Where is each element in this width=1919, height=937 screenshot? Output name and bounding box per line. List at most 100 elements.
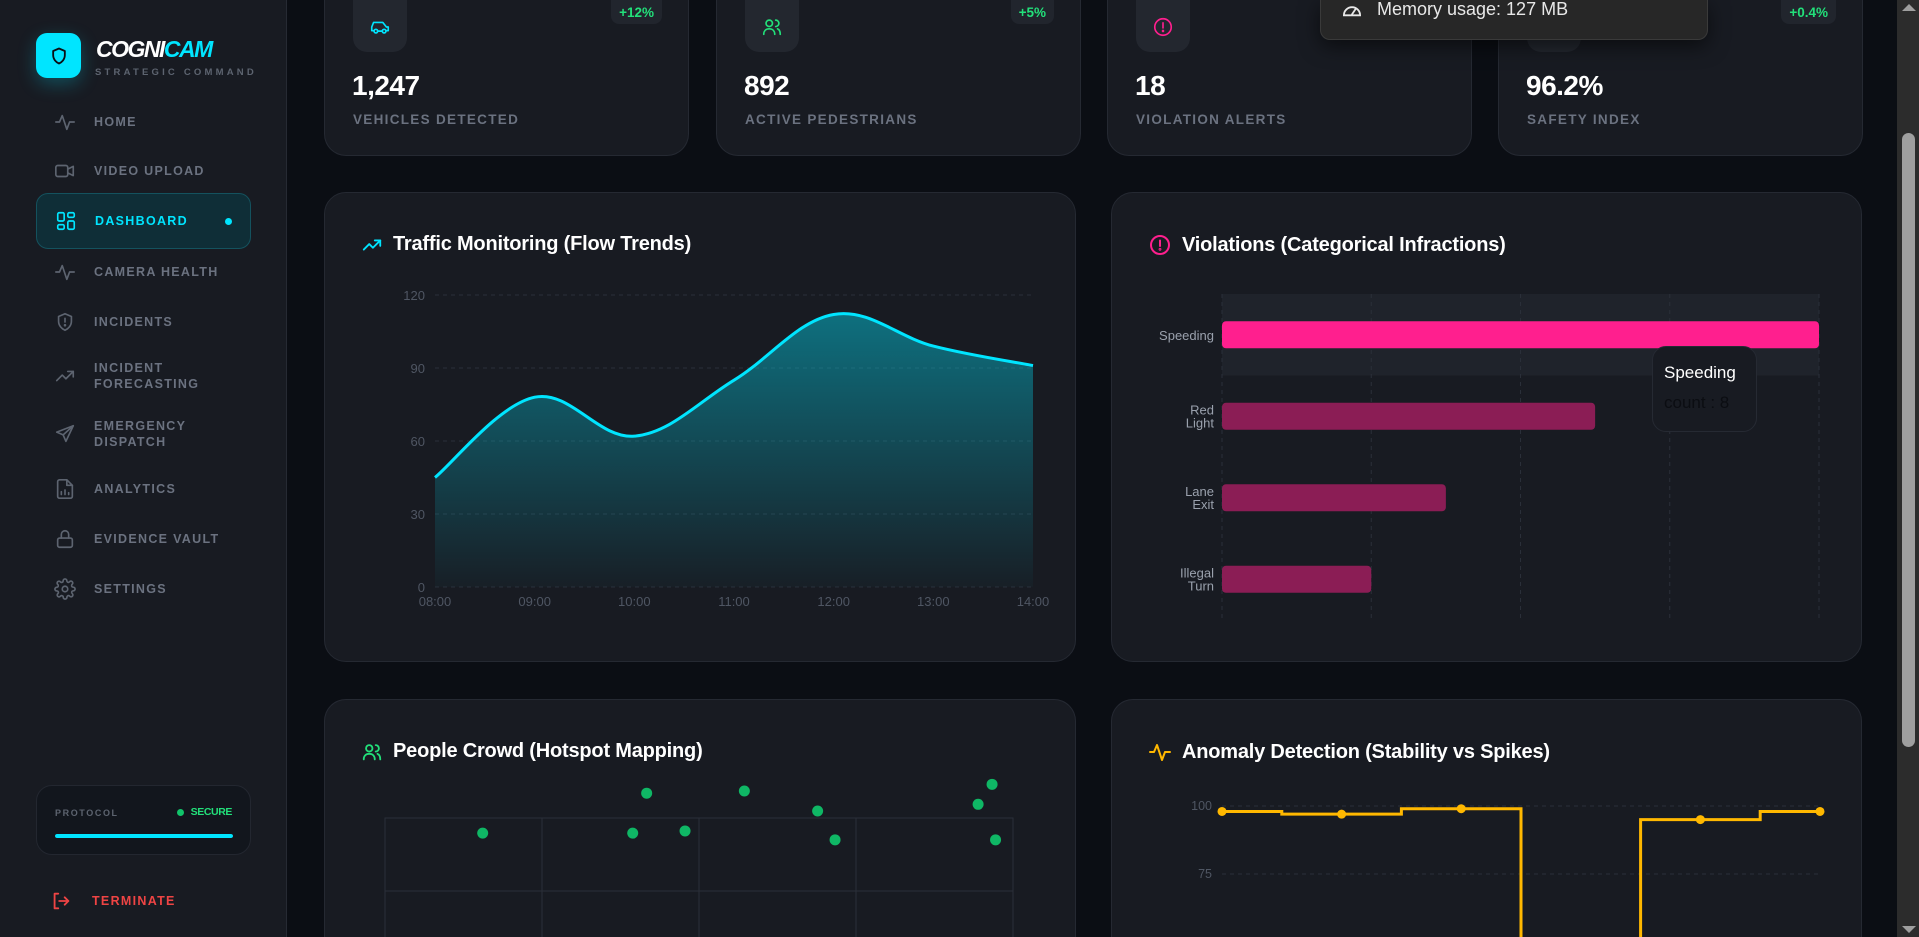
anomaly-step-line — [1222, 807, 1820, 937]
brand-subtitle: STRATEGIC COMMAND — [95, 67, 257, 78]
sidebar-item-emergency-dispatch[interactable]: EMERGENCY DISPATCH — [36, 406, 251, 462]
alert-circle-icon — [1150, 235, 1170, 255]
sidebar-item-label: EVIDENCE VAULT — [94, 532, 220, 546]
sidebar-item-camera-health[interactable]: CAMERA HEALTH — [36, 244, 251, 300]
sidebar-item-settings[interactable]: SETTINGS — [36, 561, 251, 617]
category-label: Illegal Turn — [1180, 565, 1214, 593]
x-tick-label: 13:00 — [917, 594, 950, 609]
sidebar-item-home[interactable]: HOME — [36, 94, 251, 150]
memory-usage-text: Memory usage: 127 MB — [1377, 0, 1569, 19]
violation-bar[interactable] — [1222, 321, 1819, 349]
y-tick-label: 0 — [418, 580, 425, 595]
logo — [36, 33, 81, 78]
protocol-status-card: PROTOCOL SECURE — [36, 785, 251, 855]
memory-usage-tooltip: Memory usage: 127 MB — [1320, 0, 1708, 40]
stat-change-badge: +0.4% — [1781, 0, 1836, 24]
protocol-status: SECURE — [176, 806, 233, 818]
brand-name-part2: CAM — [163, 36, 213, 62]
stat-value: 18 — [1135, 70, 1166, 101]
protocol-label: PROTOCOL — [55, 808, 119, 818]
sidebar-item-label: EMERGENCY DISPATCH — [94, 419, 187, 449]
stat-value: 96.2% — [1526, 70, 1603, 101]
stat-icon-box — [745, 0, 799, 52]
users-icon — [762, 19, 782, 36]
crowd-hotspot-point[interactable] — [641, 787, 653, 799]
sidebar-item-label: INCIDENTS — [94, 315, 174, 329]
crowd-hotspot-point[interactable] — [972, 798, 984, 810]
activity-icon — [54, 111, 76, 133]
crowd-hotspot-point[interactable] — [738, 785, 750, 797]
stat-value: 1,247 — [352, 70, 420, 101]
crowd-hotspot-point[interactable] — [812, 805, 824, 817]
file-chart-icon — [54, 478, 76, 500]
violation-bar[interactable] — [1222, 565, 1372, 593]
page-scrollbar[interactable] — [1897, 0, 1919, 937]
stat-icon-box — [1136, 0, 1190, 52]
stat-card-active-pedestrians: +5% 892 ACTIVE PEDESTRIANS — [716, 0, 1081, 156]
crowd-hotspot-point[interactable] — [990, 834, 1002, 846]
activity-icon — [54, 261, 76, 283]
gear-icon — [54, 578, 76, 600]
scroll-down-arrow-icon[interactable] — [1902, 926, 1916, 933]
y-tick-label: 60 — [411, 434, 425, 449]
traffic-area-chart[interactable]: 0 30 60 90 120 08:00 09:00 10:00 11:00 12:00 13:00… — [325, 193, 1075, 661]
crowd-hotspot-point[interactable] — [679, 825, 691, 837]
stat-label: ACTIVE PEDESTRIANS — [745, 112, 918, 127]
scroll-up-arrow-icon[interactable] — [1902, 4, 1916, 11]
sidebar-item-label: VIDEO UPLOAD — [94, 164, 205, 178]
y-tick-label: 75 — [1198, 867, 1212, 881]
anomaly-data-point[interactable] — [1456, 804, 1466, 814]
video-icon — [54, 160, 76, 182]
terminate-button[interactable]: TERMINATE — [50, 890, 176, 912]
stat-change-badge: +5% — [1010, 0, 1054, 24]
sidebar-item-label: INCIDENT FORECASTING — [94, 361, 200, 391]
active-indicator-dot — [225, 217, 232, 225]
anomaly-data-point[interactable] — [1217, 806, 1227, 816]
y-tick-label: 100 — [1191, 799, 1212, 813]
dashboard-icon — [56, 211, 76, 231]
category-label: Lane Exit — [1185, 484, 1214, 512]
anomaly-detection-panel: Anomaly Detection (Stability vs Spikes) … — [1111, 699, 1862, 937]
activity-icon — [55, 114, 75, 131]
category-label: Speeding — [1159, 328, 1214, 343]
trending-up-icon — [54, 365, 76, 387]
crowd-hotspot-point[interactable] — [627, 827, 639, 839]
anomaly-data-point[interactable] — [1815, 806, 1825, 816]
violations-bar-chart[interactable]: Speeding Red Light Lane Exit Illegal Turn — [1112, 193, 1861, 661]
x-tick-label: 09:00 — [518, 594, 551, 609]
violation-bar[interactable] — [1222, 402, 1596, 430]
violation-bar[interactable] — [1222, 484, 1446, 512]
stat-card-vehicles-detected: +12% 1,247 VEHICLES DETECTED — [324, 0, 689, 156]
dashboard-icon — [55, 210, 77, 232]
sidebar-item-incidents[interactable]: INCIDENTS — [36, 294, 251, 350]
protocol-progress-fill — [55, 834, 233, 838]
sidebar-item-dashboard[interactable]: DASHBOARD — [36, 193, 251, 249]
anomaly-data-point[interactable] — [1695, 815, 1705, 825]
activity-icon — [1149, 744, 1171, 761]
x-tick-label: 11:00 — [718, 594, 750, 609]
anomaly-data-point[interactable] — [1337, 809, 1347, 819]
violations-panel-title: Violations (Categorical Infractions) — [1148, 233, 1506, 257]
crowd-scatter-chart[interactable] — [325, 700, 1075, 937]
anomaly-step-chart[interactable]: 75 100 — [1112, 700, 1861, 937]
alert-circle-icon — [1153, 17, 1173, 37]
sidebar-item-video-upload[interactable]: VIDEO UPLOAD — [36, 143, 251, 199]
bar-tooltip-value: count : 8 — [1664, 393, 1730, 412]
brand-name-part1: COGNI — [96, 36, 165, 62]
crowd-hotspot-point[interactable] — [829, 834, 841, 846]
shield-icon — [51, 47, 66, 64]
sidebar-item-label: SETTINGS — [94, 582, 167, 596]
sidebar-item-label: CAMERA HEALTH — [94, 265, 219, 279]
status-dot-icon — [176, 808, 184, 816]
crowd-hotspot-point[interactable] — [477, 827, 489, 839]
sidebar-item-analytics[interactable]: ANALYTICS — [36, 461, 251, 517]
protocol-status-text: SECURE — [190, 806, 233, 818]
crowd-hotspot-point[interactable] — [986, 778, 998, 790]
trending-up-icon — [362, 239, 382, 250]
lock-icon — [54, 528, 76, 550]
sidebar-item-evidence-vault[interactable]: EVIDENCE VAULT — [36, 511, 251, 567]
sidebar-item-incident-forecasting[interactable]: INCIDENT FORECASTING — [36, 348, 251, 404]
file-chart-icon — [56, 479, 74, 499]
scrollbar-thumb[interactable] — [1902, 133, 1915, 747]
bar-tooltip: Speeding count : 8 — [1652, 346, 1757, 432]
